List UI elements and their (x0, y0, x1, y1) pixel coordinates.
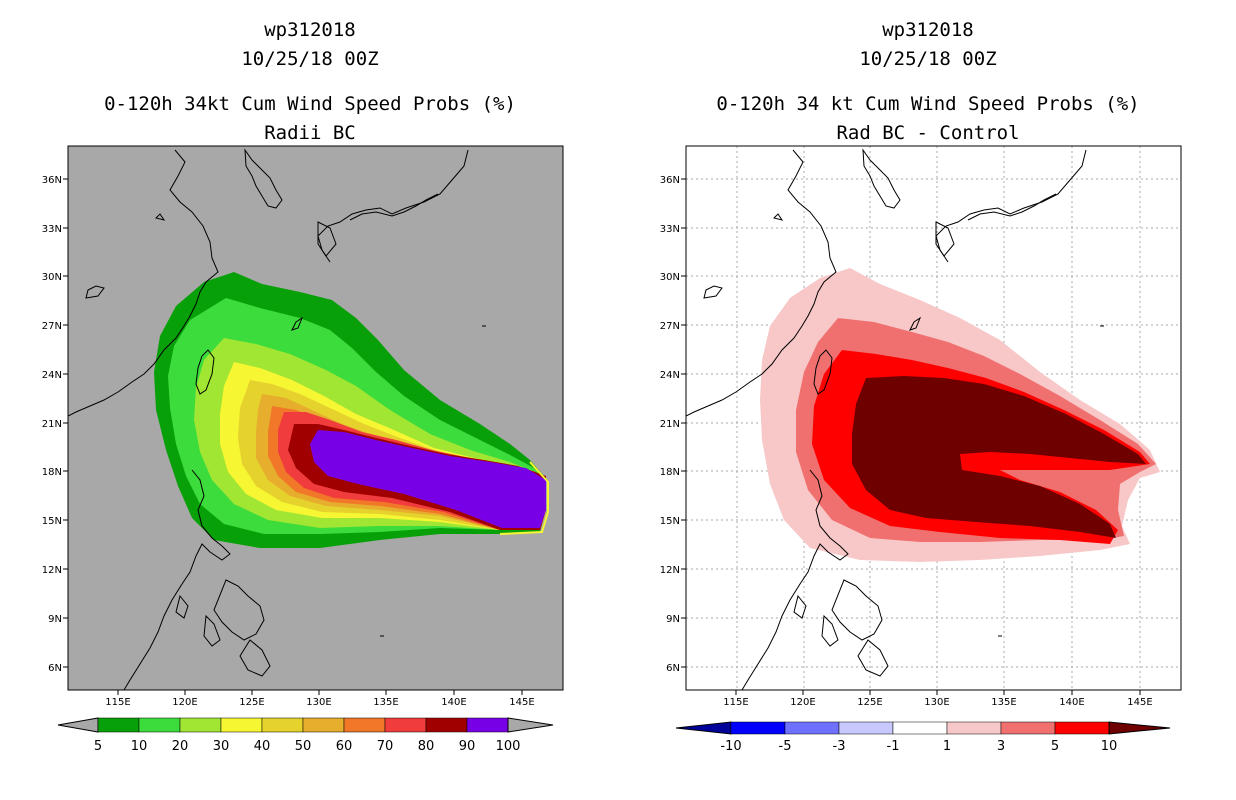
left-colorbar-swatch (343, 717, 386, 733)
right-colorbar-swatch (730, 721, 786, 735)
left-colorbar-label: 20 (172, 739, 189, 754)
right-lat-label: 18N (660, 467, 680, 478)
left-colorbar-label: 70 (377, 739, 394, 754)
right-lat-label: 9N (666, 614, 680, 625)
left-colorbar-lower-end (57, 717, 99, 733)
right-lon-label: 135E (991, 697, 1016, 708)
left-title-block: wp312018 10/25/18 00Z 0-120h 34kt Cum Wi… (60, 16, 560, 148)
right-contour-10 (852, 376, 1146, 538)
right-lat-label: 36N (660, 175, 680, 186)
right-lat-label: 6N (666, 663, 680, 674)
right-colorbar-swatch (838, 721, 894, 735)
right-colorbar-label: -3 (833, 739, 846, 754)
right-lat-label: 30N (660, 272, 680, 283)
left-colorbar-label: 5 (94, 739, 102, 754)
right-subtitle: Rad BC - Control (836, 122, 1020, 144)
left-lat-label: 27N (42, 321, 62, 332)
right-lat-label: 21N (660, 419, 680, 430)
right-datetime: 10/25/18 00Z (859, 48, 997, 70)
right-colorbar-swatch (892, 721, 948, 735)
left-colorbar-swatch (466, 717, 509, 733)
right-lon-label: 125E (857, 697, 882, 708)
left-lat-label: 18N (42, 467, 62, 478)
left-subtitle: Radii BC (264, 122, 356, 144)
left-colorbar-swatch (261, 717, 304, 733)
right-lat-label: 15N (660, 516, 680, 527)
left-lat-label: 24N (42, 370, 62, 381)
left-colorbar-swatch (220, 717, 263, 733)
right-lat-label: 27N (660, 321, 680, 332)
right-colorbar-swatch (1000, 721, 1056, 735)
right-colorbar-swatch (784, 721, 840, 735)
left-title: 0-120h 34kt Cum Wind Speed Probs (%) (104, 93, 516, 115)
right-colorbar-label: 1 (943, 739, 951, 754)
right-colorbar-label: -10 (720, 739, 741, 754)
right-title: 0-120h 34 kt Cum Wind Speed Probs (%) (716, 93, 1140, 115)
right-colorbar-swatch (946, 721, 1002, 735)
left-map-frame (67, 145, 564, 691)
right-title-block: wp312018 10/25/18 00Z 0-120h 34 kt Cum W… (676, 16, 1180, 148)
left-lon-label: 120E (172, 697, 197, 708)
left-colorbar-swatch (384, 717, 427, 733)
left-lon-label: 135E (373, 697, 398, 708)
axis-labels: 115E 120E 125E 130E 135E 140E 145E 36N 33N 30N 27N… (42, 175, 1153, 708)
left-lon-label: 145E (509, 697, 534, 708)
left-storm-id: wp312018 (264, 19, 356, 41)
left-lon-label: 140E (441, 697, 466, 708)
right-storm-id: wp312018 (882, 19, 974, 41)
left-colorbar-label: 40 (254, 739, 271, 754)
left-contour-90 (310, 430, 546, 528)
left-lon-label: 125E (239, 697, 264, 708)
left-colorbar-label: 80 (418, 739, 435, 754)
left-lon-label: 115E (105, 697, 130, 708)
left-lat-label: 30N (42, 272, 62, 283)
left-colorbar-label: 90 (459, 739, 476, 754)
left-colorbar-label: 30 (213, 739, 230, 754)
right-lat-label: 12N (660, 565, 680, 576)
left-lat-label: 6N (48, 663, 62, 674)
right-colorbar-label: 3 (997, 739, 1005, 754)
left-colorbar-swatch (97, 717, 140, 733)
left-colorbar-label: 60 (336, 739, 353, 754)
left-lat-label: 15N (42, 516, 62, 527)
left-lat-label: 21N (42, 419, 62, 430)
left-colorbar-label: 100 (496, 739, 521, 754)
left-lat-label: 36N (42, 175, 62, 186)
left-lat-label: 12N (42, 565, 62, 576)
left-colorbar-label: 50 (295, 739, 312, 754)
left-colorbar-swatch (302, 717, 345, 733)
right-colorbar-label: 5 (1051, 739, 1059, 754)
left-colorbar-label: 10 (131, 739, 148, 754)
right-colorbar-label: 10 (1101, 739, 1118, 754)
left-datetime: 10/25/18 00Z (241, 48, 379, 70)
left-probability-contours (68, 149, 549, 690)
right-lon-label: 130E (924, 697, 949, 708)
right-lon-label: 115E (723, 697, 748, 708)
right-lat-label: 33N (660, 224, 680, 235)
right-colorbar-upper-end (1108, 721, 1171, 735)
left-lon-label: 130E (306, 697, 331, 708)
right-colorbar-label: -5 (779, 739, 792, 754)
right-lon-label: 140E (1059, 697, 1084, 708)
right-lon-label: 120E (790, 697, 815, 708)
right-lon-label: 145E (1127, 697, 1152, 708)
right-difference-contours (686, 149, 1160, 690)
left-lat-label: 33N (42, 224, 62, 235)
left-lat-label: 9N (48, 614, 62, 625)
left-colorbar: 5 10 20 30 40 50 60 70 80 90 100 (57, 717, 554, 754)
left-contour-100-edge (499, 461, 549, 535)
right-lat-label: 24N (660, 370, 680, 381)
left-colorbar-swatch (138, 717, 181, 733)
right-colorbar-lower-end (675, 721, 732, 735)
right-map-frame (685, 145, 1182, 691)
left-colorbar-upper-end (507, 717, 554, 733)
right-colorbar: -10 -5 -3 -1 1 3 5 10 (675, 721, 1171, 754)
left-colorbar-swatch (179, 717, 222, 733)
right-colorbar-swatch (1054, 721, 1110, 735)
right-colorbar-label: -1 (887, 739, 900, 754)
left-colorbar-swatch (425, 717, 468, 733)
